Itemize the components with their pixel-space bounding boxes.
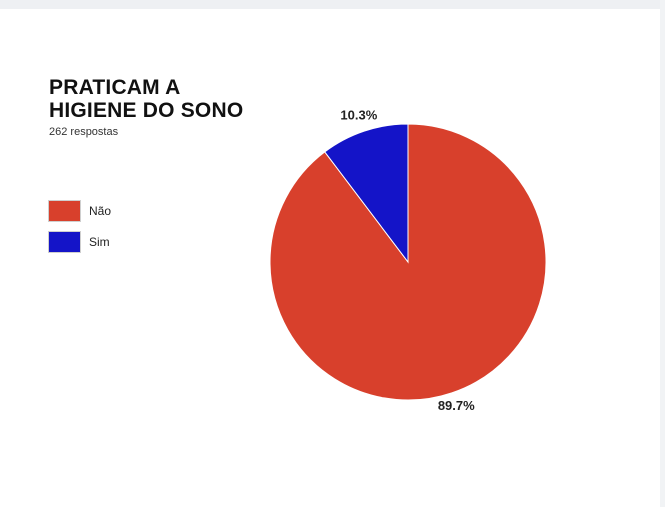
pie-slice-nao[interactable] xyxy=(269,123,547,401)
pie-slice-sim[interactable] xyxy=(324,123,409,264)
response-count: 262 respostas xyxy=(49,126,119,138)
legend-item-sim[interactable]: Sim xyxy=(48,230,111,253)
chart-title-line-1: PRATICAM A xyxy=(49,76,181,99)
legend: Não Sim xyxy=(48,199,111,261)
legend-swatch-nao xyxy=(48,199,81,222)
legend-item-nao[interactable]: Não xyxy=(48,199,111,222)
right-edge xyxy=(660,0,665,507)
top-strip xyxy=(0,0,665,9)
chart-title-line-2: HIGIENE DO SONO xyxy=(49,99,244,122)
pie-label-sim: 10.3% xyxy=(340,107,377,122)
legend-label-sim: Sim xyxy=(89,234,110,249)
legend-swatch-sim xyxy=(48,230,81,253)
legend-label-nao: Não xyxy=(89,203,112,218)
chart-title: PRATICAM A HIGIENE DO SONO xyxy=(49,76,243,122)
pie-label-nao: 89.7% xyxy=(438,398,475,413)
